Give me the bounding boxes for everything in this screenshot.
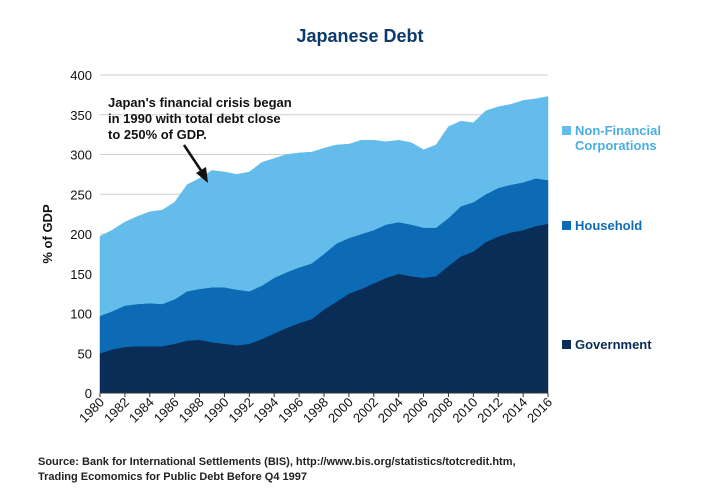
- x-tick-label: 1994: [250, 395, 281, 426]
- y-tick-label: 200: [70, 227, 92, 242]
- legend-swatch: [562, 340, 571, 349]
- y-tick-label: 150: [70, 267, 92, 282]
- annotation-arrowhead: [196, 167, 208, 183]
- x-tick-label: 2002: [350, 395, 381, 426]
- x-tick-label: 1988: [176, 395, 207, 426]
- x-tick-label: 1986: [151, 395, 182, 426]
- x-tick-label: 1998: [300, 395, 331, 426]
- x-tick-label: 2014: [499, 395, 530, 426]
- y-tick-label: 400: [70, 68, 92, 83]
- x-tick-label: 2010: [449, 395, 480, 426]
- y-tick-label: 50: [78, 346, 92, 361]
- x-tick-label: 2004: [375, 395, 406, 426]
- legend-label: Government: [575, 337, 652, 352]
- legend-label: Household: [575, 218, 643, 233]
- annotation-arrow: [182, 144, 204, 173]
- legend-item: Household: [562, 218, 695, 233]
- y-tick-label: 300: [70, 148, 92, 163]
- annotation-line: Japan's financial crisis began: [108, 95, 292, 110]
- legend-label: Non-Financial Corporations: [575, 123, 661, 153]
- x-tick-label: 2008: [425, 395, 456, 426]
- y-tick-label: 250: [70, 187, 92, 202]
- legend-item: Non-Financial Corporations: [562, 123, 695, 153]
- source-line: Source: Bank for International Settlemen…: [38, 456, 516, 468]
- x-tick-label: 1980: [76, 395, 107, 426]
- x-tick-label: 1992: [225, 395, 256, 426]
- chart-title: Japanese Debt: [296, 26, 423, 46]
- legend-item: Government: [562, 337, 695, 352]
- x-tick-label: 2000: [325, 395, 356, 426]
- legend-swatch: [562, 126, 571, 135]
- y-tick-label: 0: [85, 386, 92, 401]
- legend-swatch: [562, 221, 571, 230]
- y-axis-label: % of GDP: [40, 204, 55, 264]
- plot-area: [99, 74, 549, 397]
- annotation-line: in 1990 with total debt close: [108, 111, 281, 126]
- x-tick-label: 2012: [474, 395, 505, 426]
- annotation-line: to 250% of GDP.: [108, 127, 207, 142]
- area: [99, 96, 549, 317]
- y-tick-label: 350: [70, 108, 92, 123]
- x-tick-label: 2006: [400, 395, 431, 426]
- source-line: Trading Ecomomics for Public Debt Before…: [38, 471, 307, 483]
- x-tick-label: 2016: [524, 395, 555, 426]
- x-tick-label: 1982: [101, 395, 132, 426]
- annotation: Japan's financial crisis began in 1990 w…: [108, 95, 292, 183]
- y-tick-label: 100: [70, 307, 92, 322]
- x-tick-label: 1996: [275, 395, 306, 426]
- x-tick-label: 1984: [126, 395, 157, 426]
- x-tick-label: 1990: [201, 395, 232, 426]
